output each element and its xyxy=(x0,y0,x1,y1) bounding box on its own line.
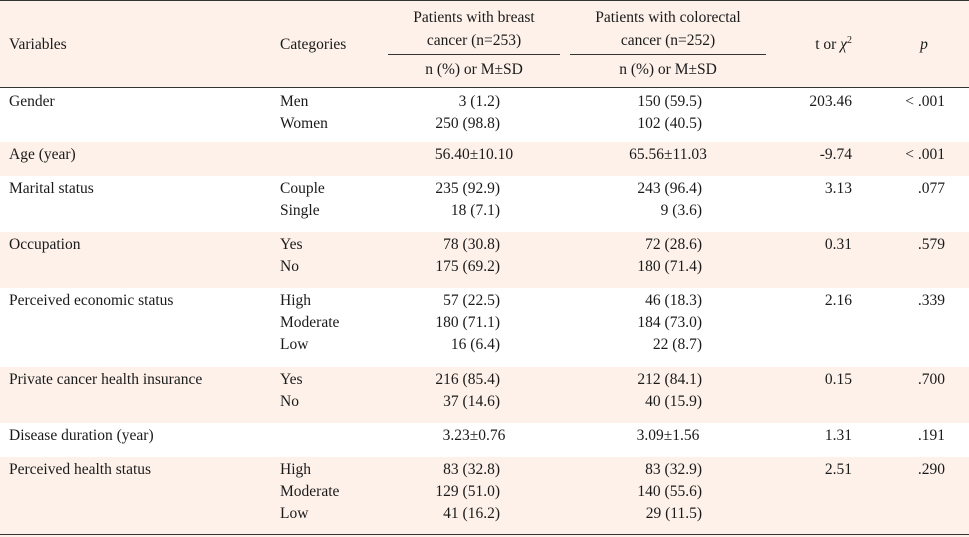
p-value-cell: < .001 xyxy=(905,146,945,163)
group1-value-cell: 3.23±0.76 xyxy=(442,427,506,444)
variable-cell: Private cancer health insurance xyxy=(9,371,203,388)
category-cell: Women xyxy=(280,115,328,132)
test-statistic-cell: 3.13 xyxy=(824,180,852,197)
variable-cell: Perceived health status xyxy=(9,461,152,478)
group1-value-cell: 41 (16.2) xyxy=(443,505,500,522)
group1-value-cell: 83 (32.8) xyxy=(443,461,500,478)
group2-value-cell: 140 (55.6) xyxy=(637,483,702,500)
category-cell: Couple xyxy=(280,180,325,197)
header-t-label: t or xyxy=(815,36,841,53)
test-statistic-cell: 203.46 xyxy=(809,93,852,110)
group1-value-cell: 78 (30.8) xyxy=(443,236,500,253)
table-row: Perceived health status High 83 (32.8) 83 (… xyxy=(0,457,969,537)
p-value-cell: .339 xyxy=(917,292,945,309)
table-row: Age (year) 56.40±10.10 65.56±11.03 -9.74 < .… xyxy=(0,142,969,176)
header-p: p xyxy=(920,36,928,53)
variable-cell: Perceived economic status xyxy=(9,292,174,309)
group2-value-cell: 243 (96.4) xyxy=(637,180,702,197)
group2-value-cell: 184 (73.0) xyxy=(637,314,702,331)
test-statistic-cell: 2.16 xyxy=(824,292,852,309)
category-cell: No xyxy=(280,393,299,410)
category-cell: Men xyxy=(280,93,309,110)
group1-value-cell: 18 (7.1) xyxy=(450,202,500,219)
group1-value-cell: 235 (92.9) xyxy=(435,180,500,197)
category-cell: Moderate xyxy=(280,483,340,500)
variable-cell: Disease duration (year) xyxy=(9,427,154,444)
p-value-cell: .191 xyxy=(917,427,945,444)
header-group1: Patients with breast cancer (n=253) xyxy=(388,6,560,52)
header-variables: Variables xyxy=(9,36,67,53)
header-group2-line1: Patients with colorectal xyxy=(595,9,741,26)
group1-value-cell: 175 (69.2) xyxy=(435,258,500,275)
category-cell: High xyxy=(280,292,311,309)
group1-value-cell: 56.40±10.10 xyxy=(434,146,514,163)
header-chi-sup: 2 xyxy=(847,34,852,46)
category-cell: Single xyxy=(280,202,320,219)
group2-value-cell: 46 (18.3) xyxy=(645,292,702,309)
header-group2: Patients with colorectal cancer (n=252) xyxy=(570,6,766,52)
p-value-cell: .700 xyxy=(917,371,945,388)
group2-value-cell: 3.09±1.56 xyxy=(636,427,700,444)
group2-divider xyxy=(570,54,766,55)
group2-value-cell: 150 (59.5) xyxy=(637,93,702,110)
table-row: Perceived economic status High 57 (22.5) 46… xyxy=(0,288,969,367)
category-cell: Yes xyxy=(280,371,303,388)
category-cell: Low xyxy=(280,336,309,353)
group2-value-cell: 72 (28.6) xyxy=(645,236,702,253)
group1-value-cell: 129 (51.0) xyxy=(435,483,500,500)
group1-value-cell: 16 (6.4) xyxy=(450,336,500,353)
header-categories: Categories xyxy=(280,36,347,53)
table-row: Occupation Yes 78 (30.8) 72 (28.6) No 175 (69… xyxy=(0,232,969,288)
variable-cell: Gender xyxy=(9,93,55,110)
group1-value-cell: 37 (14.6) xyxy=(443,393,500,410)
p-value-cell: < .001 xyxy=(905,93,945,110)
test-statistic-cell: 0.31 xyxy=(824,236,852,253)
group2-value-cell: 40 (15.9) xyxy=(645,393,702,410)
group2-value-cell: 22 (8.7) xyxy=(652,336,702,353)
header-chi: χ xyxy=(840,36,847,53)
table-row: Private cancer health insurance Yes 216 (8… xyxy=(0,367,969,423)
p-value-cell: .077 xyxy=(917,180,945,197)
table-header: Variables Categories Patients with breas… xyxy=(0,0,969,88)
group1-value-cell: 57 (22.5) xyxy=(443,292,500,309)
group1-divider xyxy=(388,54,560,55)
group2-value-cell: 212 (84.1) xyxy=(637,371,702,388)
category-cell: No xyxy=(280,258,299,275)
table-row: Disease duration (year) 3.23±0.76 3.09±1.5… xyxy=(0,423,969,457)
p-value-cell: .579 xyxy=(917,236,945,253)
variable-cell: Occupation xyxy=(9,236,81,253)
test-statistic-cell: 0.15 xyxy=(824,371,852,388)
group2-value-cell: 65.56±11.03 xyxy=(629,146,707,163)
header-group2-sub: n (%) or M±SD xyxy=(619,61,717,78)
group1-value-cell: 3 (1.2) xyxy=(458,93,500,110)
table-row: Gender Men 3 (1.2) 150 (59.5) Women 250 (98.8… xyxy=(0,89,969,142)
group1-value-cell: 250 (98.8) xyxy=(435,115,500,132)
header-test-statistic: t or χ2 xyxy=(768,33,852,56)
category-cell: Moderate xyxy=(280,314,340,331)
variable-cell: Age (year) xyxy=(9,146,76,163)
group2-value-cell: 102 (40.5) xyxy=(637,115,702,132)
group2-value-cell: 29 (11.5) xyxy=(645,505,702,522)
group2-value-cell: 83 (32.9) xyxy=(645,461,702,478)
category-cell: Low xyxy=(280,505,309,522)
test-statistic-cell: 1.31 xyxy=(824,427,852,444)
group1-value-cell: 216 (85.4) xyxy=(435,371,500,388)
category-cell: Yes xyxy=(280,236,303,253)
variable-cell: Marital status xyxy=(9,180,94,197)
group1-value-cell: 180 (71.1) xyxy=(435,314,500,331)
table-bottom-rule xyxy=(0,534,969,535)
header-group2-line2: cancer (n=252) xyxy=(620,32,716,49)
header-group1-sub: n (%) or M±SD xyxy=(425,61,523,78)
category-cell: High xyxy=(280,461,311,478)
group2-value-cell: 180 (71.4) xyxy=(637,258,702,275)
table-row: Marital status Couple 235 (92.9) 243 (96.4)… xyxy=(0,176,969,232)
header-group1-line2: cancer (n=253) xyxy=(426,32,522,49)
test-statistic-cell: 2.51 xyxy=(824,461,852,478)
header-group1-line1: Patients with breast xyxy=(413,9,535,26)
test-statistic-cell: -9.74 xyxy=(819,146,852,163)
group2-value-cell: 9 (3.6) xyxy=(660,202,702,219)
p-value-cell: .290 xyxy=(917,461,945,478)
